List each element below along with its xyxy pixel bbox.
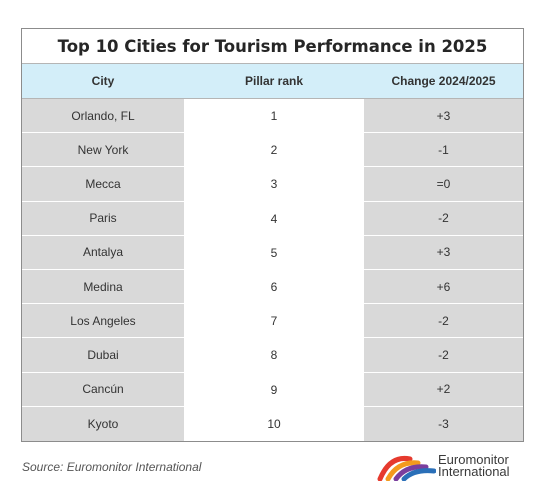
logo-line-2: International <box>438 464 510 479</box>
change-cell: -3 <box>364 406 523 441</box>
rank-cell: 7 <box>184 304 364 339</box>
city-cell: Paris <box>22 201 184 236</box>
header-pillar-rank: Pillar rank <box>244 74 304 88</box>
table-title: Top 10 Cities for Tourism Performance in… <box>22 29 523 64</box>
rank-cell: 10 <box>184 406 364 441</box>
change-cell: +6 <box>364 269 523 305</box>
table-header-row: City Pillar rank Change 2024/2025 <box>22 64 523 99</box>
city-cell: Mecca <box>22 167 184 202</box>
rank-cell: 5 <box>184 235 364 270</box>
rank-cell: 1 <box>184 99 364 134</box>
change-cell: =0 <box>364 167 523 202</box>
logo-line-1: Euromonitor <box>438 452 509 467</box>
rank-cell: 4 <box>184 201 364 236</box>
rank-cell: 3 <box>184 167 364 202</box>
table-body: Orlando, FL 1 +3 New York 2 -1 Mecca 3 =0 Paris 4-… <box>22 99 523 441</box>
change-cell: -2 <box>364 201 523 236</box>
rank-cell: 9 <box>184 372 364 407</box>
euromonitor-logo: Euromonitor International <box>376 449 526 483</box>
city-cell: Medina <box>22 269 184 305</box>
change-cell: +3 <box>364 235 523 270</box>
change-cell: +3 <box>364 99 523 134</box>
city-cell: Kyoto <box>22 406 184 441</box>
city-cell: New York <box>22 133 184 168</box>
euromonitor-arc-logo-icon <box>377 455 436 481</box>
city-cell: Antalya <box>22 235 184 270</box>
change-cell: -1 <box>364 133 523 168</box>
change-cell: +2 <box>364 372 523 407</box>
header-change: Change 2024/2025 <box>391 74 496 88</box>
ranking-table: Top 10 Cities for Tourism Performance in… <box>21 28 524 442</box>
change-cell: -2 <box>364 338 523 373</box>
rank-cell: 8 <box>184 338 364 373</box>
city-cell: Orlando, FL <box>22 99 184 134</box>
header-city: City <box>91 74 115 88</box>
rank-cell: 6 <box>184 269 364 305</box>
source-note: Source: Euromonitor International <box>22 460 202 474</box>
change-cell: -2 <box>364 304 523 339</box>
city-cell: Los Angeles <box>22 304 184 339</box>
city-cell: Cancún <box>22 372 184 407</box>
rank-cell: 2 <box>184 133 364 168</box>
city-cell: Dubai <box>22 338 184 373</box>
